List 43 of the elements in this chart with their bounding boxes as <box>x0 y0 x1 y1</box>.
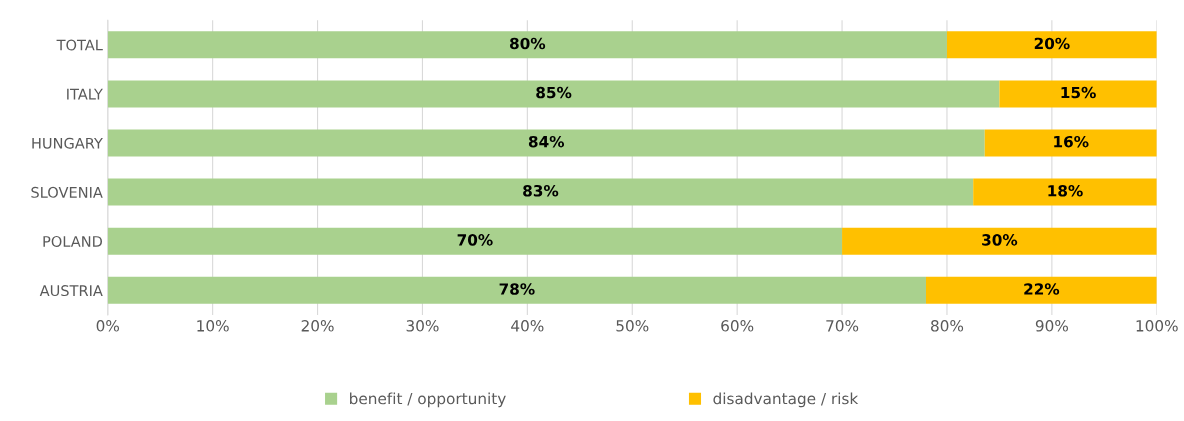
x-tick-label: 100% <box>1136 320 1178 332</box>
data-label: 84% <box>528 135 565 148</box>
x-tick-label: 20% <box>301 320 334 332</box>
data-label: 22% <box>1024 283 1060 295</box>
legend-label: benefit / opportunity <box>350 392 506 408</box>
bar <box>984 129 1157 157</box>
y-tick-label: TOTAL <box>56 39 103 51</box>
x-tick-label: 30% <box>406 320 439 332</box>
data-label: 85% <box>536 86 572 99</box>
bar <box>842 227 1157 255</box>
x-tick-label: 40% <box>511 320 544 332</box>
data-label: 18% <box>1048 184 1083 197</box>
data-label: 80% <box>510 37 546 50</box>
bar <box>925 276 1157 304</box>
x-tick-label: 70% <box>826 320 859 332</box>
bar <box>946 31 1157 59</box>
bar <box>107 178 974 206</box>
bar <box>107 129 985 157</box>
y-tick-label: AUSTRIA <box>39 285 103 297</box>
y-tick-label: SLOVENIA <box>31 186 103 198</box>
bar <box>107 276 926 304</box>
x-tick-label: 0% <box>96 320 120 332</box>
x-tick-label: 60% <box>721 320 754 332</box>
data-label: 15% <box>1061 86 1096 99</box>
x-tick-label: 10% <box>197 320 229 332</box>
bar <box>973 178 1157 206</box>
bar <box>107 80 1000 108</box>
bar <box>107 227 843 255</box>
x-tick-label: 90% <box>1035 320 1068 332</box>
x-tick-label: 80% <box>931 320 964 332</box>
y-tick-label: HUNGARY <box>32 137 103 149</box>
data-label: 83% <box>523 184 559 197</box>
data-label: 30% <box>982 234 1018 246</box>
data-label: 70% <box>457 234 493 246</box>
legend-label: disadvantage / risk <box>713 392 859 408</box>
data-label: 20% <box>1034 37 1070 50</box>
bar <box>999 80 1157 108</box>
y-tick-label: POLAND <box>43 235 103 247</box>
bar <box>107 31 947 59</box>
data-label: 78% <box>499 283 535 295</box>
y-tick-label: ITALY <box>67 88 103 100</box>
x-tick-label: 50% <box>616 320 649 332</box>
data-label: 16% <box>1054 135 1089 148</box>
